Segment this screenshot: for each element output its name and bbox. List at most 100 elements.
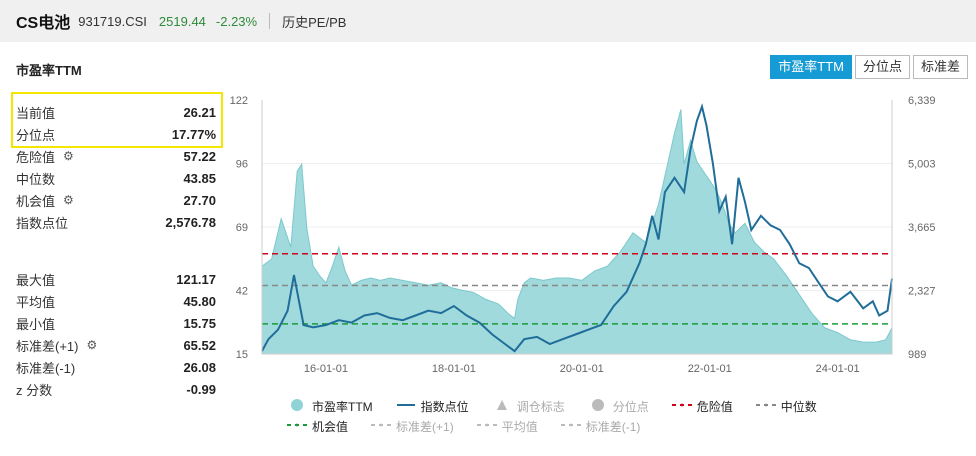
y-left-tick-label: 15 bbox=[236, 349, 248, 361]
legend-label: 分位点 bbox=[612, 399, 649, 414]
stat-label: z 分数 bbox=[16, 380, 52, 399]
x-tick-label: 16-01-01 bbox=[304, 363, 348, 375]
legend-label: 中位数 bbox=[780, 399, 817, 414]
legend-label: 指数点位 bbox=[420, 399, 469, 414]
y-left-tick-label: 122 bbox=[230, 95, 248, 107]
tab-percentile[interactable]: 分位点 bbox=[854, 55, 910, 79]
legend-circle-icon bbox=[587, 398, 609, 415]
stat-label-text: 机会值 bbox=[16, 193, 56, 209]
stat-label: 机会值 ⚙ bbox=[16, 191, 74, 210]
y-right-tick-label: 5,003 bbox=[908, 159, 936, 171]
stat-label: 标准差(-1) bbox=[16, 358, 75, 377]
legend-label: 平均值 bbox=[501, 419, 538, 434]
stat-value: 2,576.78 bbox=[165, 214, 216, 230]
y-right-tick-label: 3,665 bbox=[908, 222, 936, 234]
chart-legend: 市盈率TTM 指数点位 调仓标志 分位点 危险值 中位数 机会值 标准差(+1) 平均值 标准差… bbox=[286, 396, 886, 436]
stat-label-text: 最大值 bbox=[16, 272, 56, 288]
stat-value: 26.21 bbox=[183, 104, 216, 120]
stat-row: 最小值 15.75 bbox=[16, 312, 216, 334]
stat-label-text: 分位点 bbox=[16, 127, 56, 143]
stat-label: 危险值 ⚙ bbox=[16, 147, 74, 166]
stat-value: 15.75 bbox=[183, 315, 216, 331]
legend-item[interactable]: 调仓标志 bbox=[491, 398, 565, 415]
stat-row: 标准差(-1) 26.08 bbox=[16, 356, 216, 378]
history-pe-pb-link[interactable]: 历史PE/PB bbox=[282, 14, 347, 30]
y-right-tick-label: 2,327 bbox=[908, 286, 936, 298]
stat-row: 最大值 121.17 bbox=[16, 268, 216, 290]
legend-dash-icon bbox=[671, 399, 693, 413]
stat-value: -0.99 bbox=[186, 381, 216, 397]
legend-item[interactable]: 分位点 bbox=[587, 398, 649, 415]
legend-item[interactable]: 标准差(+1) bbox=[370, 418, 454, 435]
stat-label-text: 指数点位 bbox=[16, 215, 69, 231]
stat-row: 平均值 45.80 bbox=[16, 290, 216, 312]
gear-icon[interactable]: ⚙ bbox=[63, 193, 74, 207]
legend-item[interactable]: 标准差(-1) bbox=[560, 418, 641, 435]
y-left-tick-label: 96 bbox=[236, 159, 248, 171]
legend-circle-icon bbox=[286, 398, 308, 415]
legend-triangle-icon bbox=[491, 399, 513, 414]
legend-dash-icon bbox=[286, 419, 308, 433]
legend-label: 机会值 bbox=[312, 419, 349, 434]
legend-item[interactable]: 机会值 bbox=[286, 418, 348, 435]
stat-label: 标准差(+1) ⚙ bbox=[16, 336, 97, 355]
highlight-box bbox=[11, 92, 223, 148]
index-change: -2.23% bbox=[215, 13, 258, 29]
legend-line-icon bbox=[395, 399, 417, 413]
stat-value: 26.08 bbox=[183, 359, 216, 375]
divider bbox=[269, 13, 271, 29]
valuation-panel: 市盈率TTM 市盈率TTM 分位点 标准差 当前值 26.21 分位点 17.77% 危… bbox=[0, 42, 976, 456]
stats-bottom: 最大值 121.17 平均值 45.80 最小值 15.75 标准差(+1) ⚙ 65.52 标准… bbox=[16, 268, 216, 400]
stat-label: 指数点位 bbox=[16, 213, 68, 232]
stat-label-text: 当前值 bbox=[16, 105, 56, 121]
index-line bbox=[261, 103, 893, 353]
stat-label-text: z 分数 bbox=[16, 382, 53, 398]
x-tick-label: 22-01-01 bbox=[688, 363, 732, 375]
y-right-tick-label: 989 bbox=[908, 349, 926, 361]
y-left-tick-label: 42 bbox=[236, 286, 248, 298]
stat-value: 43.85 bbox=[183, 170, 216, 186]
metric-tabs: 市盈率TTM 分位点 标准差 bbox=[767, 55, 968, 79]
legend-dash-icon bbox=[370, 419, 392, 433]
legend-item[interactable]: 平均值 bbox=[476, 418, 538, 435]
stat-label-text: 最小值 bbox=[16, 316, 56, 332]
x-tick-label: 18-01-01 bbox=[432, 363, 476, 375]
legend-dash-icon bbox=[755, 399, 777, 413]
tab-std-dev[interactable]: 标准差 bbox=[912, 55, 968, 79]
stat-row: 指数点位 2,576.78 bbox=[16, 211, 216, 233]
x-tick-label: 24-01-01 bbox=[816, 363, 860, 375]
y-right-tick-label: 6,339 bbox=[908, 95, 936, 107]
index-name: CS电池 bbox=[16, 15, 71, 32]
legend-label: 市盈率TTM bbox=[312, 399, 373, 414]
gear-icon[interactable]: ⚙ bbox=[63, 149, 74, 163]
stat-value: 27.70 bbox=[183, 192, 216, 208]
legend-label: 标准差(-1) bbox=[585, 419, 641, 434]
legend-item[interactable]: 中位数 bbox=[755, 398, 817, 415]
stat-value: 57.22 bbox=[183, 148, 216, 164]
stat-label-text: 标准差(-1) bbox=[16, 360, 76, 376]
stat-label: 中位数 bbox=[16, 169, 55, 188]
panel-title: 市盈率TTM bbox=[16, 63, 82, 78]
stat-value: 17.77% bbox=[171, 126, 216, 142]
stat-label-text: 平均值 bbox=[16, 294, 56, 310]
legend-label: 调仓标志 bbox=[516, 399, 565, 414]
legend-item[interactable]: 指数点位 bbox=[395, 398, 469, 415]
x-tick-label: 20-01-01 bbox=[560, 363, 604, 375]
stat-label: 平均值 bbox=[16, 292, 55, 311]
legend-item[interactable]: 市盈率TTM bbox=[286, 398, 373, 415]
stat-value: 65.52 bbox=[183, 337, 216, 353]
index-price: 2519.44 bbox=[158, 13, 206, 29]
y-left-tick-label: 69 bbox=[236, 222, 248, 234]
stat-label: 最小值 bbox=[16, 314, 55, 333]
stat-label-text: 标准差(+1) bbox=[16, 338, 79, 354]
gear-icon[interactable]: ⚙ bbox=[86, 338, 98, 352]
stat-row: 当前值 26.21 bbox=[16, 101, 216, 123]
index-code: 931719.CSI bbox=[78, 13, 147, 29]
stat-row: 分位点 17.77% bbox=[16, 123, 216, 145]
stat-value: 121.17 bbox=[176, 271, 216, 287]
stat-row: 机会值 ⚙ 27.70 bbox=[16, 189, 216, 211]
legend-item[interactable]: 危险值 bbox=[671, 398, 733, 415]
stat-value: 45.80 bbox=[183, 293, 216, 309]
tab-pe-ttm[interactable]: 市盈率TTM bbox=[770, 55, 852, 79]
stats-top: 当前值 26.21 分位点 17.77% 危险值 ⚙ 57.22 中位数 43.85 机会值 ⚙ 27… bbox=[16, 101, 216, 233]
